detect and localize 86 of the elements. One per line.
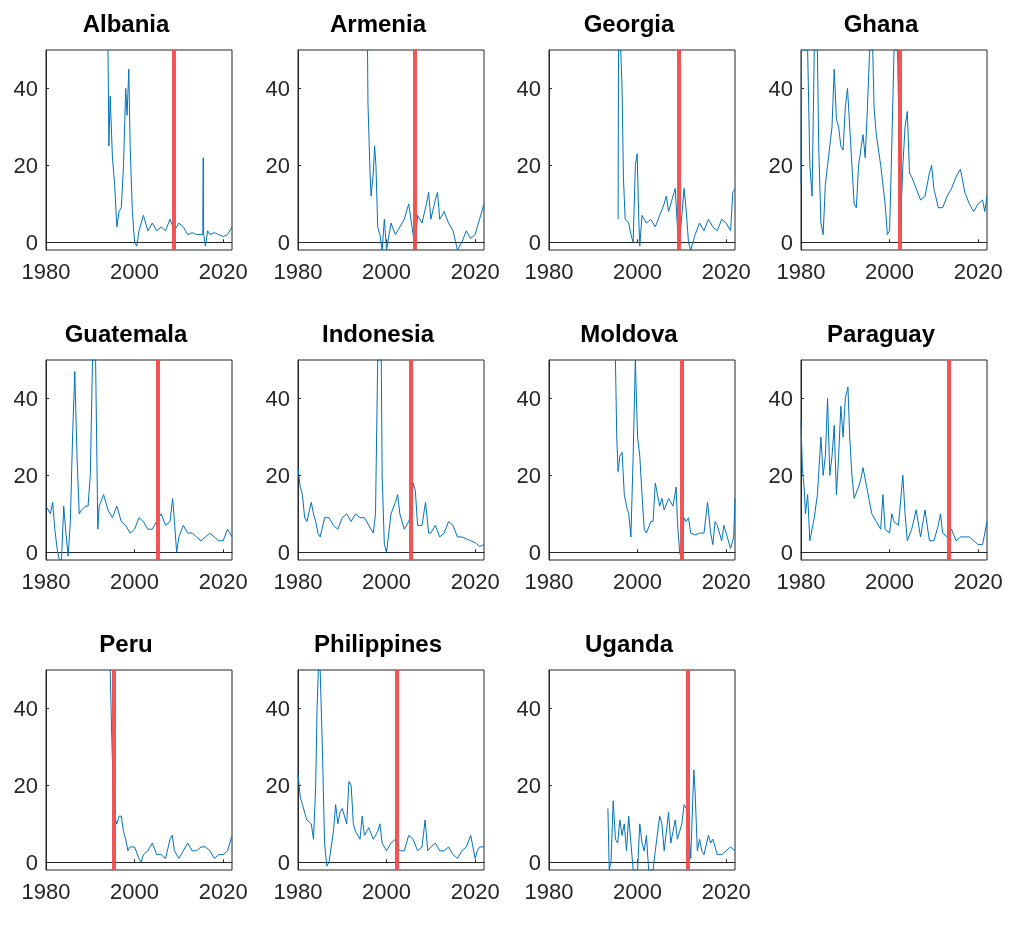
x-tick-label: 1980 xyxy=(273,568,322,594)
line-series xyxy=(297,669,484,867)
chart-title: Ghana xyxy=(843,9,919,37)
y-tick-label: 40 xyxy=(768,75,793,101)
y-tick-label: 20 xyxy=(13,772,38,798)
x-tick-label: 1980 xyxy=(21,258,71,284)
y-tick-label: 0 xyxy=(25,849,38,875)
x-tick-label: 2000 xyxy=(864,258,914,284)
y-tick-label: 0 xyxy=(277,539,290,565)
x-tick-label: 2020 xyxy=(198,878,248,904)
y-tick-label: 0 xyxy=(25,229,38,255)
y-tick-label: 0 xyxy=(780,539,793,565)
y-tick-label: 20 xyxy=(265,152,290,178)
x-tick-label: 1980 xyxy=(524,878,574,904)
y-tick-label: 20 xyxy=(13,462,38,488)
x-tick-label: 2020 xyxy=(701,878,751,904)
y-tick-label: 0 xyxy=(780,229,793,255)
x-tick-label: 1980 xyxy=(273,258,322,284)
y-tick-label: 20 xyxy=(265,462,290,488)
x-tick-label: 2020 xyxy=(701,568,751,594)
y-tick-label: 20 xyxy=(265,772,290,798)
x-tick-label: 2000 xyxy=(613,258,663,284)
y-tick-label: 20 xyxy=(516,772,541,798)
chart-title: Philippines xyxy=(313,629,442,657)
line-series xyxy=(800,49,987,236)
y-tick-label: 40 xyxy=(516,75,541,101)
chart-title: Paraguay xyxy=(826,319,936,347)
line-series xyxy=(45,359,233,561)
x-tick-label: 2000 xyxy=(110,878,160,904)
line-series xyxy=(607,769,736,871)
x-tick-label: 2000 xyxy=(361,568,411,594)
line-series xyxy=(800,386,987,546)
x-tick-label: 1980 xyxy=(273,878,322,904)
x-tick-label: 1980 xyxy=(776,568,825,594)
y-tick-label: 40 xyxy=(265,695,290,721)
x-tick-label: 2020 xyxy=(701,258,751,284)
x-tick-label: 1980 xyxy=(21,878,71,904)
x-tick-label: 1980 xyxy=(524,568,574,594)
y-tick-label: 20 xyxy=(768,462,793,488)
y-tick-label: 40 xyxy=(516,695,541,721)
chart-title: Moldova xyxy=(580,319,679,347)
chart-title: Armenia xyxy=(329,9,427,37)
x-tick-label: 2000 xyxy=(361,878,411,904)
y-tick-label: 20 xyxy=(516,152,541,178)
x-tick-label: 2020 xyxy=(198,568,248,594)
y-tick-label: 40 xyxy=(13,695,38,721)
y-tick-label: 40 xyxy=(13,75,38,101)
x-tick-label: 2020 xyxy=(450,568,500,594)
x-tick-label: 2020 xyxy=(450,878,500,904)
x-tick-label: 2020 xyxy=(953,568,1003,594)
y-tick-label: 0 xyxy=(528,849,541,875)
y-tick-label: 0 xyxy=(277,849,290,875)
line-series xyxy=(617,49,736,251)
x-tick-label: 1980 xyxy=(524,258,574,284)
y-tick-label: 0 xyxy=(277,229,290,255)
line-series xyxy=(297,359,484,553)
y-tick-label: 0 xyxy=(528,539,541,565)
y-tick-label: 40 xyxy=(265,385,290,411)
y-tick-label: 40 xyxy=(13,385,38,411)
x-tick-label: 1980 xyxy=(21,568,71,594)
chart-title: Indonesia xyxy=(321,319,435,347)
line-series xyxy=(107,49,233,247)
x-tick-label: 2000 xyxy=(361,258,411,284)
x-tick-label: 2020 xyxy=(198,258,248,284)
x-tick-label: 2020 xyxy=(450,258,500,284)
x-tick-label: 2000 xyxy=(864,568,914,594)
y-tick-label: 20 xyxy=(516,462,541,488)
chart-title: Guatemala xyxy=(64,319,189,347)
chart-title: Peru xyxy=(99,629,153,657)
y-tick-label: 20 xyxy=(768,152,793,178)
y-tick-label: 0 xyxy=(528,229,541,255)
chart-title: Uganda xyxy=(584,629,674,657)
y-tick-label: 0 xyxy=(25,539,38,565)
x-tick-label: 2000 xyxy=(613,568,663,594)
x-tick-label: 2020 xyxy=(953,258,1003,284)
x-tick-label: 2000 xyxy=(110,258,160,284)
x-tick-label: 1980 xyxy=(776,258,825,284)
chart-title: Georgia xyxy=(583,9,675,37)
y-tick-label: 20 xyxy=(13,152,38,178)
chart-title: Albania xyxy=(82,9,170,37)
y-tick-label: 40 xyxy=(768,385,793,411)
y-tick-label: 40 xyxy=(516,385,541,411)
x-tick-label: 2000 xyxy=(110,568,160,594)
y-tick-label: 40 xyxy=(265,75,290,101)
line-series xyxy=(366,49,484,251)
x-tick-label: 2000 xyxy=(613,878,663,904)
